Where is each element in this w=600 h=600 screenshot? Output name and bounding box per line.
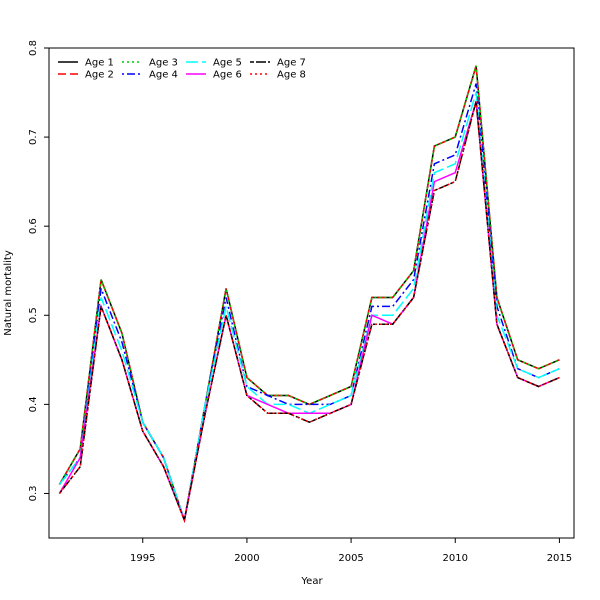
y-tick-label: 0.5 <box>28 307 39 323</box>
legend-label-age-7: Age 7 <box>277 58 306 69</box>
legend-label-age-3: Age 3 <box>149 58 178 69</box>
y-tick-label: 0.4 <box>28 396 39 412</box>
y-tick-label: 0.8 <box>28 40 39 56</box>
x-tick-label: 2005 <box>338 553 363 564</box>
y-axis: 0.3 0.4 0.5 0.6 0.7 0.8 <box>28 40 49 501</box>
legend-label-age-8: Age 8 <box>277 70 306 81</box>
legend-label-age-5: Age 5 <box>213 58 242 69</box>
series-line-age-1 <box>58 65 560 521</box>
x-tick-label: 1995 <box>130 553 155 564</box>
x-tick-label: 2000 <box>234 553 259 564</box>
series-line-age-4 <box>58 83 560 521</box>
x-tick-label: 2015 <box>547 553 572 564</box>
legend-label-age-4: Age 4 <box>149 70 178 81</box>
x-axis: 1995 2000 2005 2010 2015 <box>130 538 572 564</box>
y-tick-label: 0.3 <box>28 486 39 502</box>
series-line-age-7 <box>58 101 560 523</box>
y-tick-label: 0.6 <box>28 218 39 234</box>
series-line-age-3 <box>58 65 560 521</box>
legend-label-age-1: Age 1 <box>85 58 114 69</box>
series-layer <box>58 65 560 523</box>
x-axis-title: Year <box>300 576 323 587</box>
series-line-age-8 <box>58 101 560 523</box>
x-tick-label: 2010 <box>443 553 468 564</box>
legend-label-age-6: Age 6 <box>213 70 242 81</box>
y-tick-label: 0.7 <box>28 129 39 145</box>
series-line-age-2 <box>58 65 560 521</box>
y-axis-title: Natural mortality <box>3 250 14 336</box>
legend-label-age-2: Age 2 <box>85 70 114 81</box>
plot-frame <box>48 47 575 539</box>
